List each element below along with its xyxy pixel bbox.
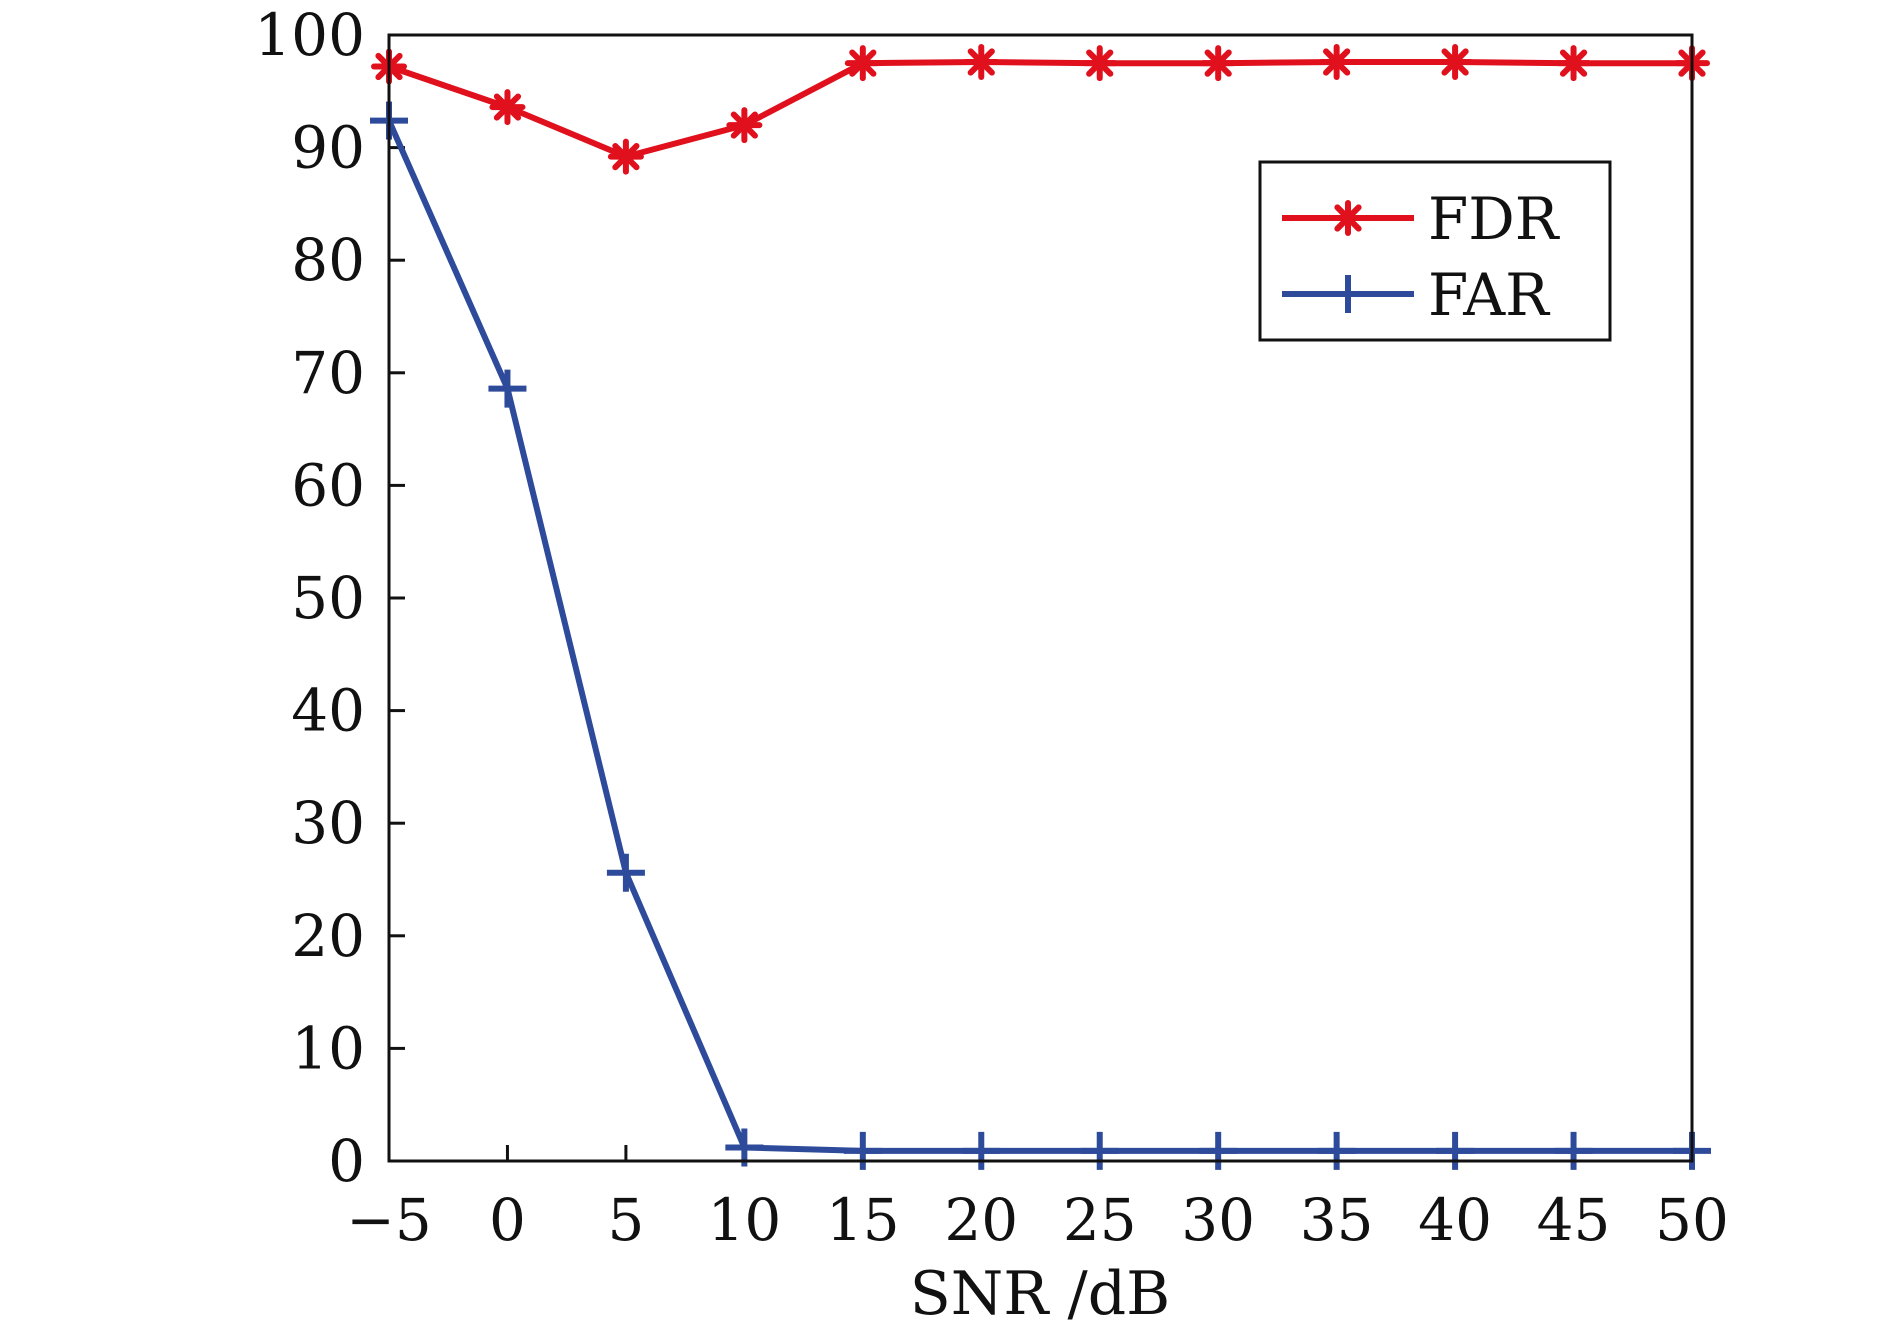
x-tick-label: 30	[1181, 1186, 1255, 1254]
x-tick-label: 35	[1300, 1186, 1374, 1254]
data-point-far	[1199, 1131, 1238, 1170]
y-tick-label: 10	[291, 1014, 365, 1082]
data-point-fdr	[1555, 45, 1592, 82]
y-tick-label: 60	[291, 451, 365, 519]
data-point-far	[962, 1131, 1001, 1170]
data-point-far	[843, 1131, 882, 1170]
data-point-far	[606, 853, 645, 892]
y-ticks: 0 10 20 30 40 50 60 70 80 90 100	[254, 1, 405, 1195]
series-layer	[370, 44, 1711, 1170]
x-tick-label: 50	[1655, 1186, 1729, 1254]
data-point-fdr	[1318, 44, 1355, 81]
data-point-fdr	[844, 45, 881, 82]
data-point-far	[1317, 1131, 1356, 1170]
legend-entries: FDR FAR	[1282, 185, 1561, 329]
data-point-far	[1436, 1131, 1475, 1170]
legend-label-fdr: FDR	[1428, 185, 1561, 253]
x-tick-label: 25	[1063, 1186, 1137, 1254]
x-tick-label: 20	[944, 1186, 1018, 1254]
data-point-far	[1554, 1131, 1593, 1170]
x-tick-label: −5	[346, 1186, 432, 1254]
legend: FDR FAR	[1258, 160, 1612, 342]
legend-label-far: FAR	[1428, 261, 1551, 329]
y-tick-label: 30	[291, 789, 365, 857]
x-tick-label: 15	[826, 1186, 900, 1254]
data-point-fdr	[726, 107, 763, 144]
y-tick-label: 100	[254, 1, 365, 69]
data-point-far	[1080, 1131, 1119, 1170]
y-tick-label: 80	[291, 226, 365, 294]
y-tick-label: 50	[291, 564, 365, 632]
data-point-fdr	[607, 138, 644, 175]
x-tick-label: 5	[607, 1186, 644, 1254]
series-line-fdr	[388, 59, 1692, 160]
x-tick-label: 40	[1418, 1186, 1492, 1254]
x-tick-label: 45	[1537, 1186, 1611, 1254]
x-ticks: −5 0 5 10 15 20 25 30 35 40 45 50	[346, 1145, 1729, 1254]
x-tick-label: 10	[707, 1186, 781, 1254]
y-tick-label: 90	[291, 114, 365, 182]
data-point-fdr	[963, 44, 1000, 81]
y-tick-label: 0	[328, 1127, 365, 1195]
data-point-fdr	[1081, 45, 1118, 82]
y-tick-label: 70	[291, 339, 365, 407]
x-axis-title: SNR /dB	[910, 1259, 1171, 1328]
data-point-fdr	[1437, 44, 1474, 81]
legend-marker-far	[1329, 275, 1367, 313]
series-line-far	[386, 119, 1692, 1154]
y-tick-label: 20	[291, 902, 365, 970]
data-point-fdr	[1200, 45, 1237, 82]
data-point-far	[488, 369, 527, 408]
plot-frame	[387, 33, 1694, 1163]
y-tick-label: 40	[291, 677, 365, 745]
data-point-fdr	[489, 89, 526, 126]
legend-box	[1258, 160, 1612, 342]
legend-marker-fdr	[1330, 200, 1366, 236]
x-tick-label: 0	[489, 1186, 526, 1254]
